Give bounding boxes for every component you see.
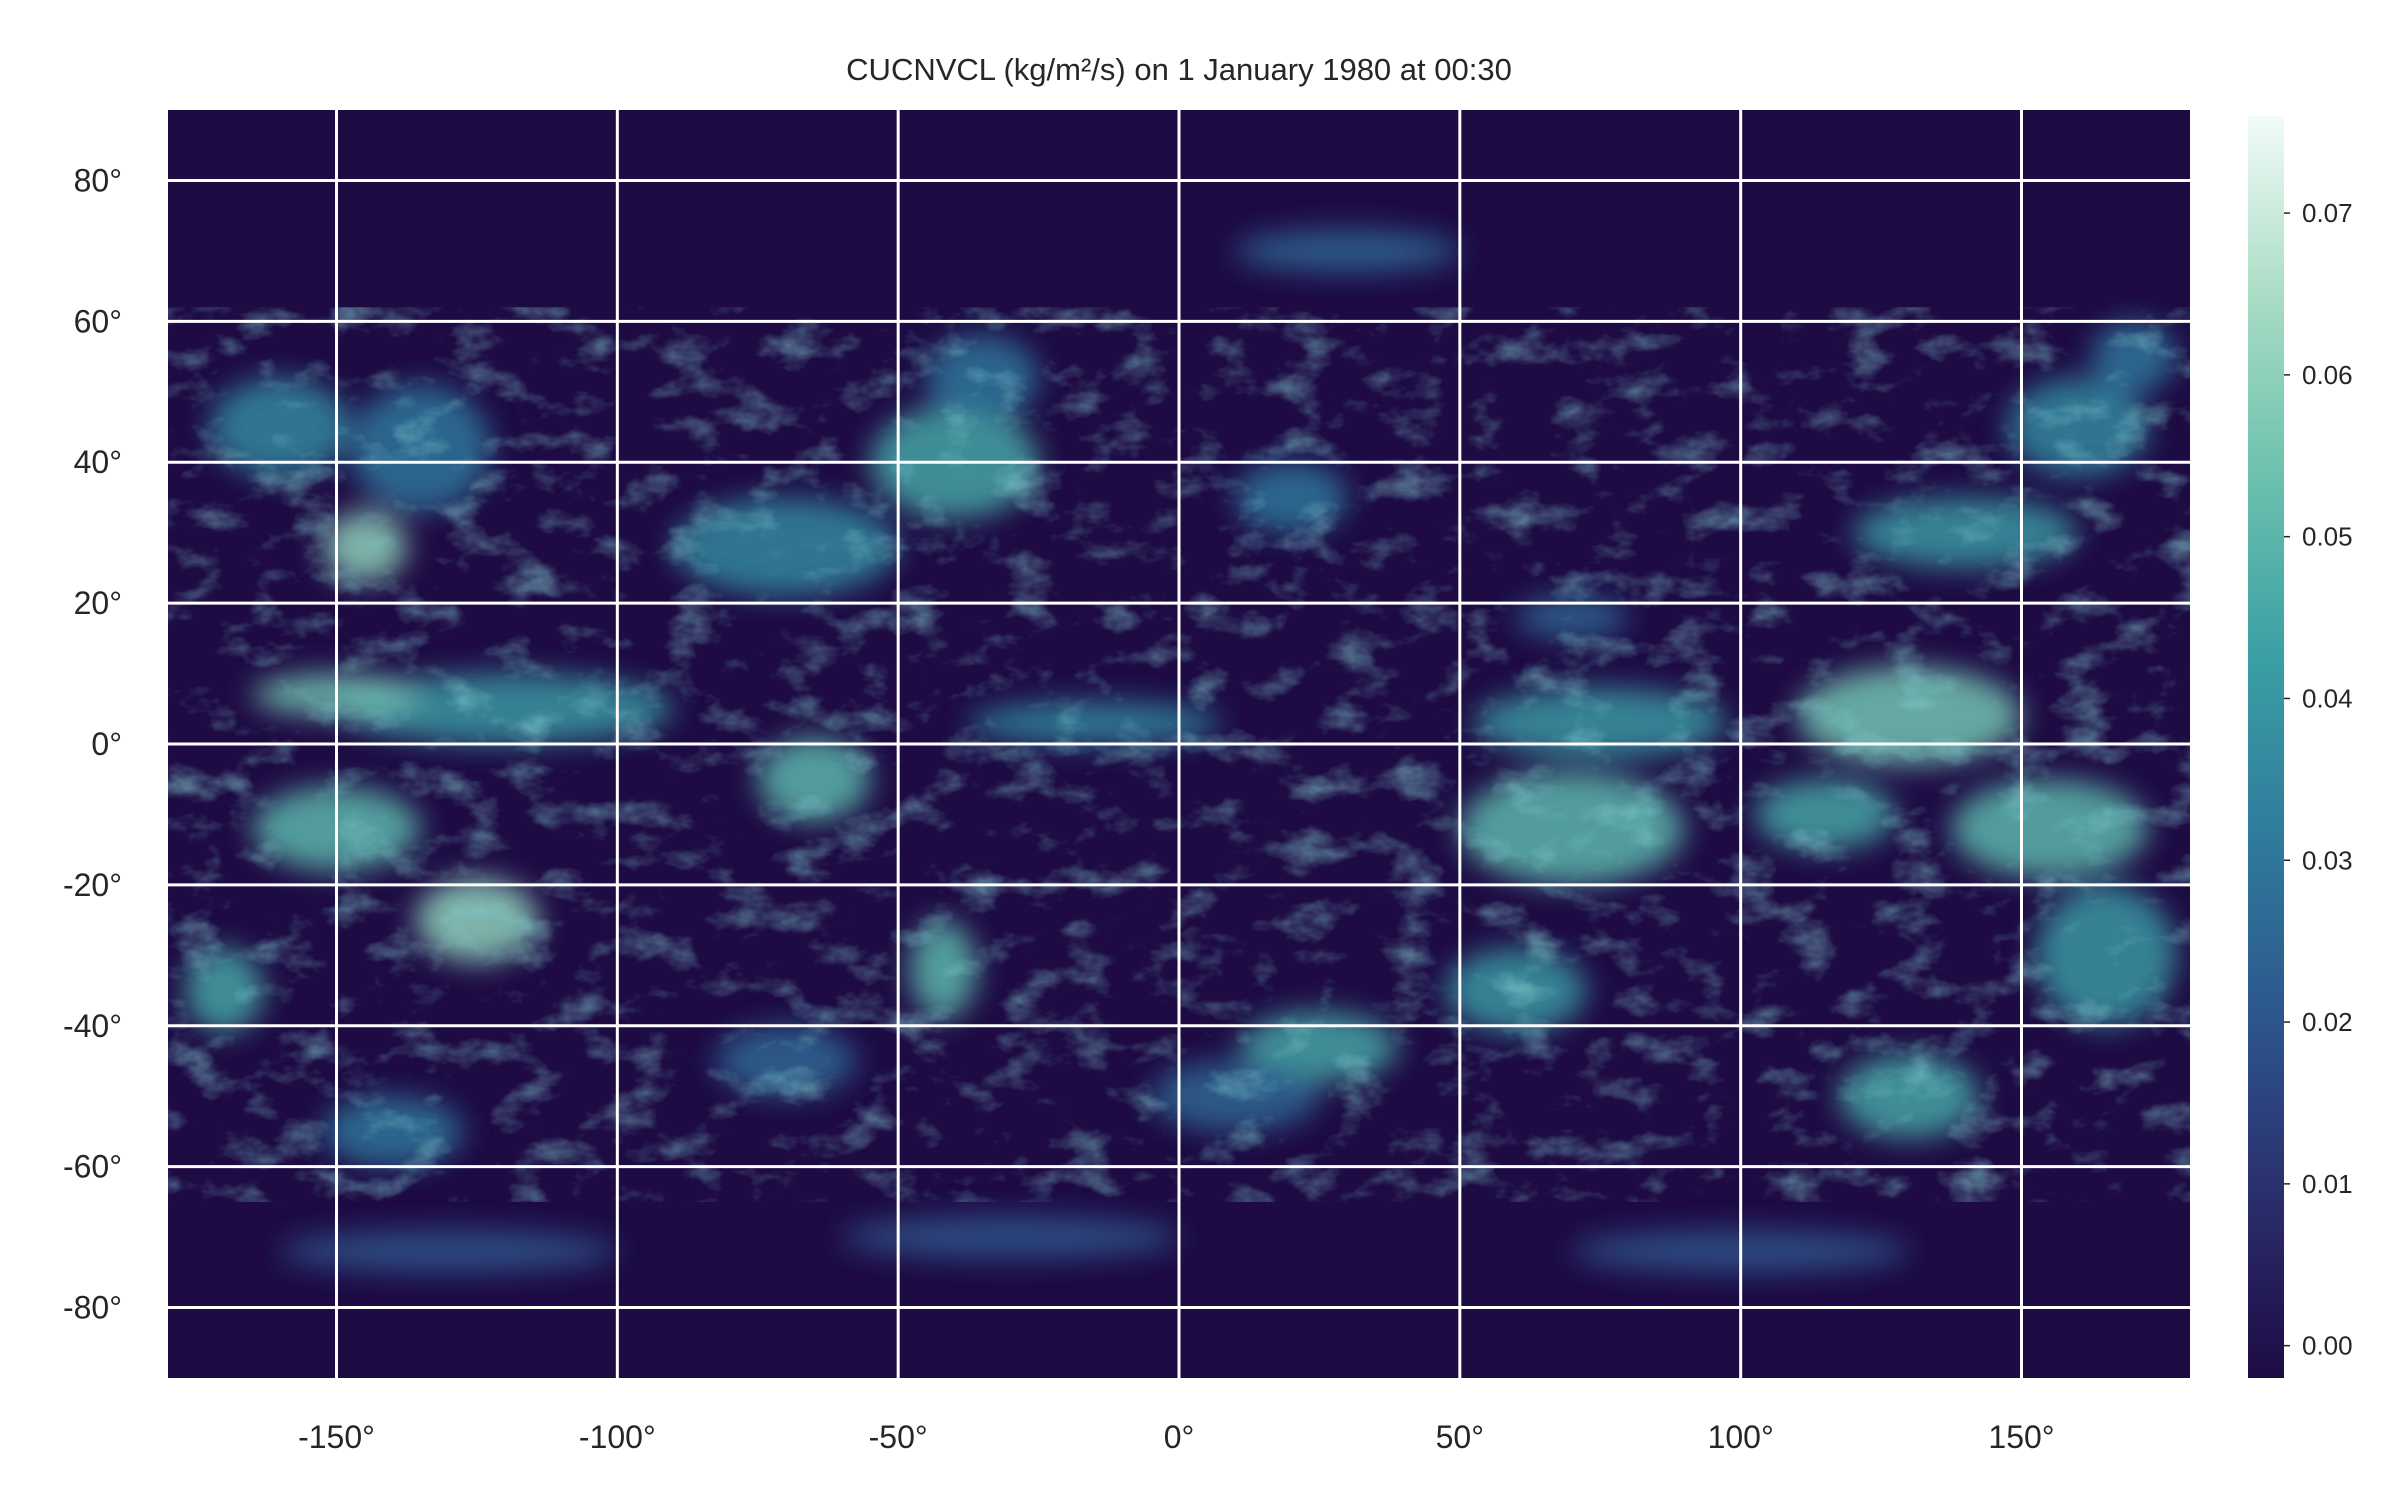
y-tick-label: -60°: [63, 1149, 122, 1185]
gridlines: [168, 110, 2190, 1378]
x-tick-label: 150°: [1988, 1419, 2054, 1455]
y-tick-label: 80°: [74, 162, 122, 198]
y-tick-label: 20°: [74, 585, 122, 621]
y-tick-label: -80°: [63, 1290, 122, 1326]
x-tick-label: 0°: [1164, 1419, 1195, 1455]
field-feature-34: [280, 1230, 618, 1273]
x-tick-label: -150°: [298, 1419, 375, 1455]
colorbar-tick-label: 0.00: [2302, 1331, 2353, 1361]
chart-title: CUCNVCL (kg/m²/s) on 1 January 1980 at 0…: [846, 52, 1512, 87]
plot-area: [168, 110, 2190, 1378]
colorbar-gradient: [2248, 116, 2284, 1378]
x-axis: -150° -100° -50° 0° 50° 100° 150°: [298, 1419, 2055, 1455]
field-feature-31: [1235, 229, 1460, 273]
y-tick-label: -20°: [63, 867, 122, 903]
colorbar: 0.00 0.01 0.02 0.03 0.04 0.05 0.06 0.07: [2248, 116, 2353, 1378]
y-tick-label: -40°: [63, 1008, 122, 1044]
colorbar-tick-label: 0.02: [2302, 1007, 2353, 1037]
colorbar-tick-label: 0.03: [2302, 845, 2353, 875]
x-tick-label: 50°: [1436, 1419, 1484, 1455]
field-feature-32: [842, 1215, 1179, 1259]
y-axis: 80° 60° 40° 20° 0° -20° -40° -60° -80°: [63, 162, 122, 1325]
colorbar-tick-label: 0.06: [2302, 360, 2353, 390]
colorbar-tick-label: 0.05: [2302, 522, 2353, 552]
colorbar-ticks: 0.00 0.01 0.02 0.03 0.04 0.05 0.06 0.07: [2284, 198, 2353, 1361]
y-tick-label: 60°: [74, 303, 122, 339]
x-tick-label: -100°: [579, 1419, 656, 1455]
x-tick-label: 100°: [1708, 1419, 1774, 1455]
colorbar-tick-label: 0.01: [2302, 1169, 2353, 1199]
colorbar-tick-label: 0.07: [2302, 198, 2353, 228]
x-tick-label: -50°: [869, 1419, 928, 1455]
y-tick-label: 40°: [74, 444, 122, 480]
y-tick-label: 0°: [91, 726, 122, 762]
colorbar-tick-label: 0.04: [2302, 683, 2353, 713]
